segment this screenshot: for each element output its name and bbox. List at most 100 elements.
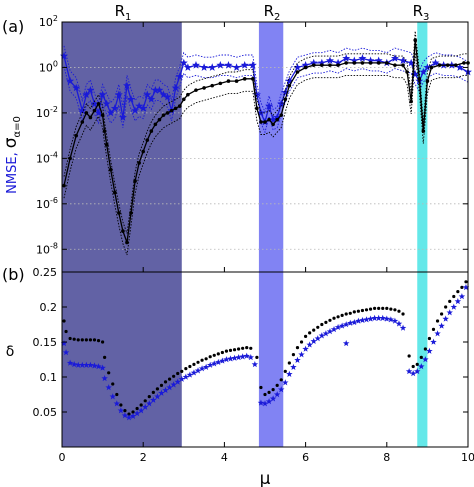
series-b-1-point-90 (427, 336, 432, 341)
series-a-1-point-47 (293, 63, 302, 71)
series-a-1-point-52 (334, 58, 343, 67)
series-a-1-point-10 (106, 108, 115, 117)
series-a-2-point-40 (259, 120, 263, 124)
series-b-1-point-26 (163, 380, 168, 384)
series-a-1-point-12 (114, 90, 123, 99)
series-b-1-point-7 (88, 338, 93, 342)
series-a-2-point-19 (141, 149, 145, 154)
series-b-1-point-47 (249, 346, 253, 350)
series-b-2-point-15 (117, 407, 125, 414)
series-a-1-point-13 (118, 113, 127, 121)
series-b-1-point-8 (92, 338, 97, 342)
series-b-2-point-96 (446, 309, 453, 316)
series-a-2-point-9 (102, 129, 107, 133)
plot-frame-b (61, 271, 469, 448)
series-a-2-point-47 (287, 83, 292, 88)
series-a-2-point-52 (328, 63, 332, 67)
series-a-1-point-22 (155, 85, 164, 94)
series-a-2-point-66 (421, 129, 426, 133)
series-a-1-point-54 (350, 56, 359, 65)
series-a-2-point-22 (153, 122, 158, 127)
panel-label-a: (a) (2, 17, 24, 36)
series-b-2-point-49 (257, 399, 265, 406)
series-a-1-point-43 (273, 113, 282, 121)
series-a-1-point-37 (248, 60, 257, 69)
series-b-1-point-16 (123, 409, 127, 413)
series-b-2-point-44 (235, 354, 242, 361)
series-a-2-point-3 (80, 120, 85, 124)
series-b-1-point-83 (397, 309, 401, 313)
series-b-1-point-44 (237, 347, 241, 351)
series-a-1-point-5 (86, 85, 95, 94)
series-b-2-point-71 (347, 319, 354, 326)
series-b-1-point-49 (259, 385, 263, 390)
series-a-1-point-31 (200, 63, 209, 71)
series-a-1-point-59 (390, 54, 399, 62)
series-a-2-point-6 (92, 108, 97, 113)
series-a-2-point-62 (405, 70, 409, 74)
series-a-2-point-0 (62, 183, 66, 188)
region-label-r1: R1 (115, 2, 132, 23)
series-b-2-point-67 (330, 326, 338, 333)
series-b-2-point-60 (302, 345, 309, 352)
series-a-1-point-29 (183, 63, 192, 71)
y-tick-label-b-1: 0.1 (40, 371, 58, 384)
series-b-1-point-84 (401, 312, 405, 316)
series-a-2-point-1 (68, 156, 72, 161)
series-b-2-point-25 (158, 389, 165, 396)
y-tick-label-a-4: 10-6 (36, 196, 58, 211)
series-b-2-point-6 (83, 361, 90, 368)
series-b-2-point-39 (215, 358, 222, 366)
series-a-1-point-46 (285, 76, 294, 85)
series-b-1-point-20 (139, 403, 143, 407)
series-a-2-point-48 (295, 70, 300, 74)
series-a-1-point-33 (216, 60, 225, 69)
y-tick-label-b-4: 0.25 (33, 266, 58, 279)
series-b-2-point-91 (426, 347, 433, 354)
series-b-2-point-9 (95, 363, 102, 370)
series-b-1-point-19 (135, 406, 139, 411)
y-tick-label-a-0: 102 (39, 14, 58, 29)
series-a-1-point-4 (82, 90, 91, 99)
series-b-1-point-77 (373, 306, 377, 310)
series-a-2-point-36 (234, 79, 239, 83)
series-b-1-point-65 (324, 320, 328, 324)
series-b-2-point-50 (261, 400, 269, 407)
series-b-2-point-62 (310, 337, 317, 345)
series-b-1-point-85 (407, 354, 411, 358)
series-b-2-point-94 (438, 322, 445, 329)
series-b-1-point-14 (115, 392, 119, 397)
series-a-1-point-16 (131, 106, 140, 115)
series-b-1-point-80 (385, 306, 389, 310)
series-a-2-point-24 (161, 113, 166, 117)
series-b-1-point-43 (232, 348, 237, 352)
series-a-2-point-33 (210, 83, 215, 88)
series-b-2-point-83 (395, 320, 403, 327)
region-band-a-3 (417, 22, 428, 272)
region-band-a-2 (258, 22, 284, 272)
series-b-1-point-40 (220, 350, 224, 355)
series-a-2-point-12 (112, 190, 117, 195)
series-b-1-point-58 (295, 346, 300, 350)
series-a-1-point-38 (252, 90, 261, 99)
series-b-2-point-16 (121, 412, 129, 419)
region-band-a-1 (62, 22, 182, 272)
series-b-1-point-92 (435, 319, 440, 323)
series-b-2-point-57 (290, 363, 297, 370)
x-tick-label-2: 4 (221, 451, 228, 464)
series-b-2-point-34 (194, 367, 202, 374)
y-axis-label-b: δ (6, 344, 15, 360)
series-b-2-point-82 (391, 317, 399, 324)
series-a-2-point-32 (202, 86, 206, 90)
series-a-2-point-56 (360, 61, 365, 65)
series-b-2-point-19 (133, 410, 141, 417)
series-b-2-point-100 (462, 284, 470, 291)
series-b-2-point-18 (129, 412, 137, 419)
series-b-1-point-79 (381, 306, 385, 310)
series-b-1-point-11 (103, 355, 107, 359)
series-b-1-point-62 (312, 328, 316, 332)
series-a-1-point-8 (98, 90, 107, 99)
series-b-1-point-9 (96, 339, 101, 343)
series-b-1-point-30 (180, 369, 184, 373)
region-band-b-1 (62, 272, 182, 447)
